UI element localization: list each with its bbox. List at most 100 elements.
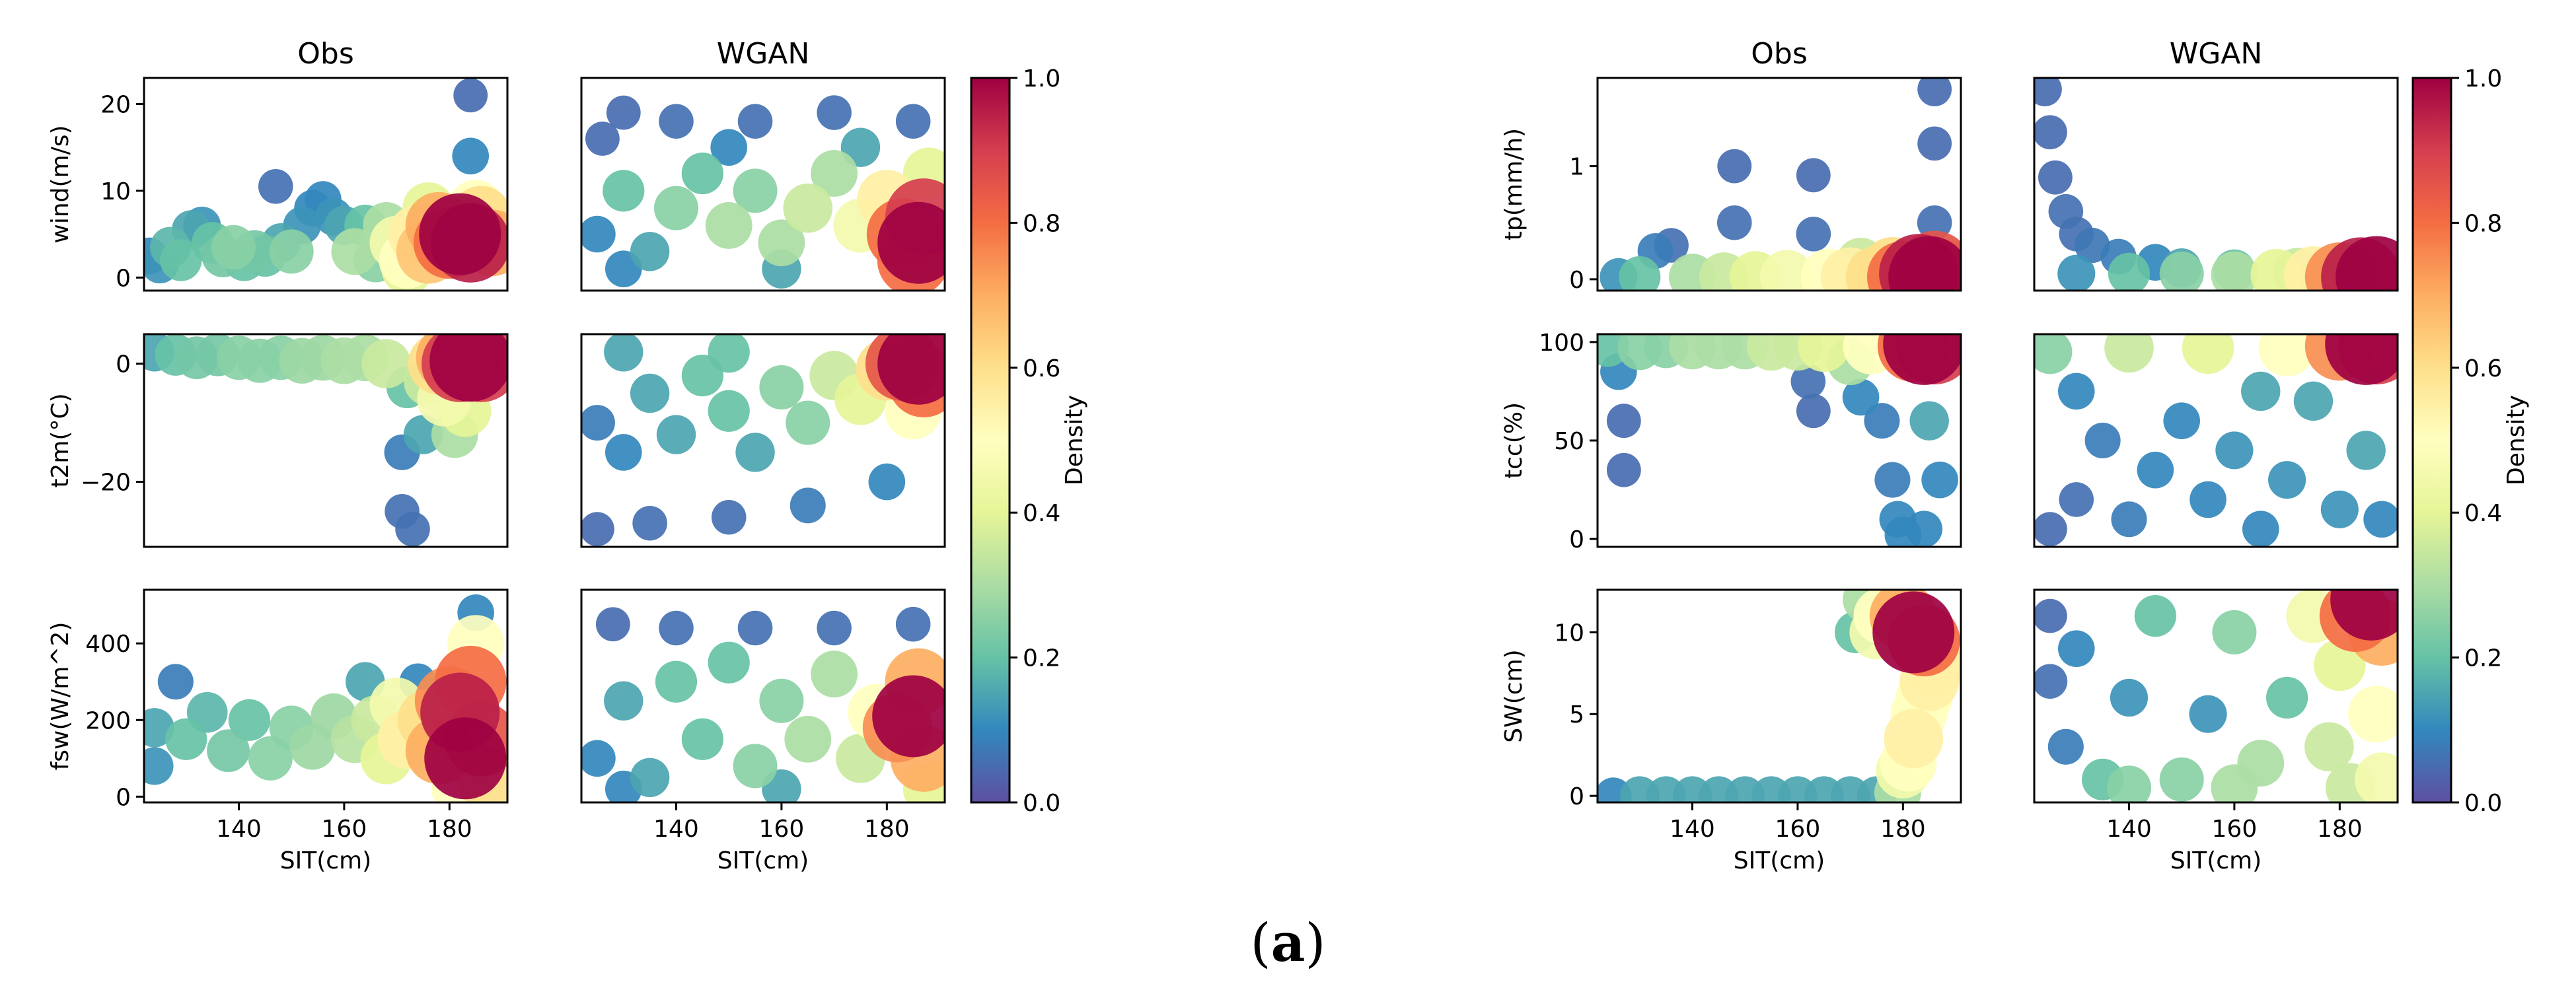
y-tick-label: 1: [1569, 154, 1584, 181]
figure-caption: (a): [1250, 911, 1326, 973]
scatter-point: [2108, 252, 2151, 291]
y-axis-label: t2m(°C): [47, 393, 74, 487]
scatter-point: [2134, 595, 2176, 637]
scatter-point: [2346, 431, 2386, 470]
scatter-point: [1716, 205, 1752, 240]
scatter-point: [605, 434, 642, 471]
x-tick-label: 180: [1880, 816, 1926, 843]
scatter-point: [817, 610, 852, 646]
axes-frame: [143, 333, 509, 548]
scatter-point: [1619, 256, 1661, 291]
scatter-point: [653, 186, 698, 230]
scatter-point: [681, 718, 723, 760]
scatter-point: [2212, 610, 2257, 654]
scatter-point: [877, 334, 945, 405]
colorbar-tick-label: 0.8: [2464, 210, 2502, 237]
scatter-point: [2325, 334, 2398, 385]
scatter-point: [2034, 334, 2073, 374]
scatter-points: [2034, 334, 2398, 547]
x-axis-label: SIT(cm): [718, 847, 809, 874]
x-tick-label: 160: [2212, 816, 2258, 843]
scatter-point: [1798, 334, 1850, 372]
scatter-point: [2059, 482, 2094, 517]
scatter-point: [1606, 404, 1641, 439]
scatter-point: [811, 651, 858, 698]
scatter-point: [659, 104, 694, 139]
scatter-point: [331, 228, 379, 275]
colorbar-tick-label: 0.2: [2464, 645, 2502, 672]
scatter-point: [2057, 630, 2095, 667]
scatter-points: [1598, 334, 1961, 547]
y-tick-label: 0: [1569, 783, 1584, 810]
scatter-point: [424, 717, 507, 800]
subplot-left-wgan-row0: WGAN: [580, 37, 946, 292]
scatter-points: [144, 78, 507, 291]
x-tick-label: 160: [322, 816, 367, 843]
scatter-point: [2137, 451, 2174, 489]
scatter-points: [1598, 590, 1961, 802]
scatter-point: [2038, 160, 2073, 195]
y-tick-label: 100: [1539, 330, 1584, 357]
colorbar-gradient: [2413, 78, 2451, 802]
subplot-left-wgan-row1: [580, 333, 946, 548]
scatter-points: [144, 594, 507, 802]
scatter-points: [2034, 590, 2398, 802]
scatter-point: [2159, 251, 2204, 291]
scatter-point: [2034, 664, 2068, 699]
scatter-point: [1883, 334, 1961, 385]
scatter-point: [2211, 251, 2258, 291]
x-axis-label: SIT(cm): [2170, 847, 2262, 874]
scatter-points: [2034, 78, 2398, 291]
scatter-point: [419, 193, 501, 275]
y-tick-label: 5: [1569, 701, 1584, 728]
x-tick-label: 160: [759, 816, 805, 843]
y-tick-label: 0: [1569, 267, 1584, 294]
axes-frame: [2033, 333, 2399, 548]
scatter-point: [453, 78, 488, 113]
colorbar-tick-label: 0.0: [1023, 790, 1060, 817]
scatter-point: [735, 433, 775, 472]
scatter-point: [603, 170, 645, 212]
caption-letter: a: [1270, 911, 1306, 973]
x-tick-label: 140: [216, 816, 262, 843]
subplot-right-obs-row2: SW(cm) 0 5 10 140 160 180 SIT(cm): [1500, 588, 1962, 874]
scatter-point: [659, 610, 694, 646]
x-tick-label: 180: [427, 816, 472, 843]
x-tick-label: 180: [864, 816, 910, 843]
colorbar-left: 0.0 0.2 0.4 0.6 0.8 1.0 Density: [970, 65, 1088, 817]
scatter-point: [361, 339, 411, 389]
scatter-point: [895, 104, 931, 139]
x-tick-label: 140: [1670, 816, 1715, 843]
scatter-point: [2084, 422, 2121, 459]
scatter-point: [1606, 452, 1641, 487]
subplot-right-obs-row0: Obs tp(mm/h) 0 1: [1500, 37, 1962, 294]
scatter-point: [2104, 334, 2154, 373]
scatter-point: [2293, 381, 2334, 421]
y-axis-label: tp(mm/h): [1500, 128, 1527, 240]
scatter-point: [595, 607, 630, 642]
scatter-point: [160, 239, 202, 281]
y-axis-label: wind(m/s): [47, 125, 74, 243]
y-tick-label: 20: [100, 91, 131, 118]
scatter-point: [2034, 115, 2067, 150]
scatter-point: [2266, 676, 2308, 719]
scatter-point: [708, 334, 750, 373]
scatter-point: [2348, 686, 2398, 743]
scatter-point: [1917, 78, 1952, 107]
subplot-left-obs-row2: fsw(W/m^2) 0 200 400 140 160 180 SIT(cm): [47, 588, 509, 874]
x-tick-label: 160: [1775, 816, 1821, 843]
y-tick-label: 10: [100, 178, 131, 205]
scatter-point: [737, 610, 773, 646]
scatter-point: [656, 415, 696, 454]
scatter-points: [581, 606, 945, 802]
scatter-point: [604, 681, 644, 721]
colorbar-tick-label: 0.8: [1023, 210, 1060, 237]
scatter-point: [1909, 401, 1949, 441]
colorbar-label: Density: [2503, 395, 2530, 485]
scatter-point: [759, 365, 804, 409]
scatter-point: [681, 152, 723, 195]
y-tick-label: 0: [116, 784, 131, 811]
scatter-point: [1790, 364, 1826, 399]
scatter-point: [1872, 591, 1955, 674]
subplot-right-obs-row1: tcc(%) 0 50 100: [1500, 330, 1962, 553]
